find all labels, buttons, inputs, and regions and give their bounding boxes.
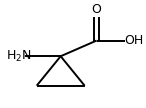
- Text: OH: OH: [125, 34, 144, 47]
- Text: O: O: [92, 3, 102, 16]
- Text: H$_2$N: H$_2$N: [6, 49, 32, 64]
